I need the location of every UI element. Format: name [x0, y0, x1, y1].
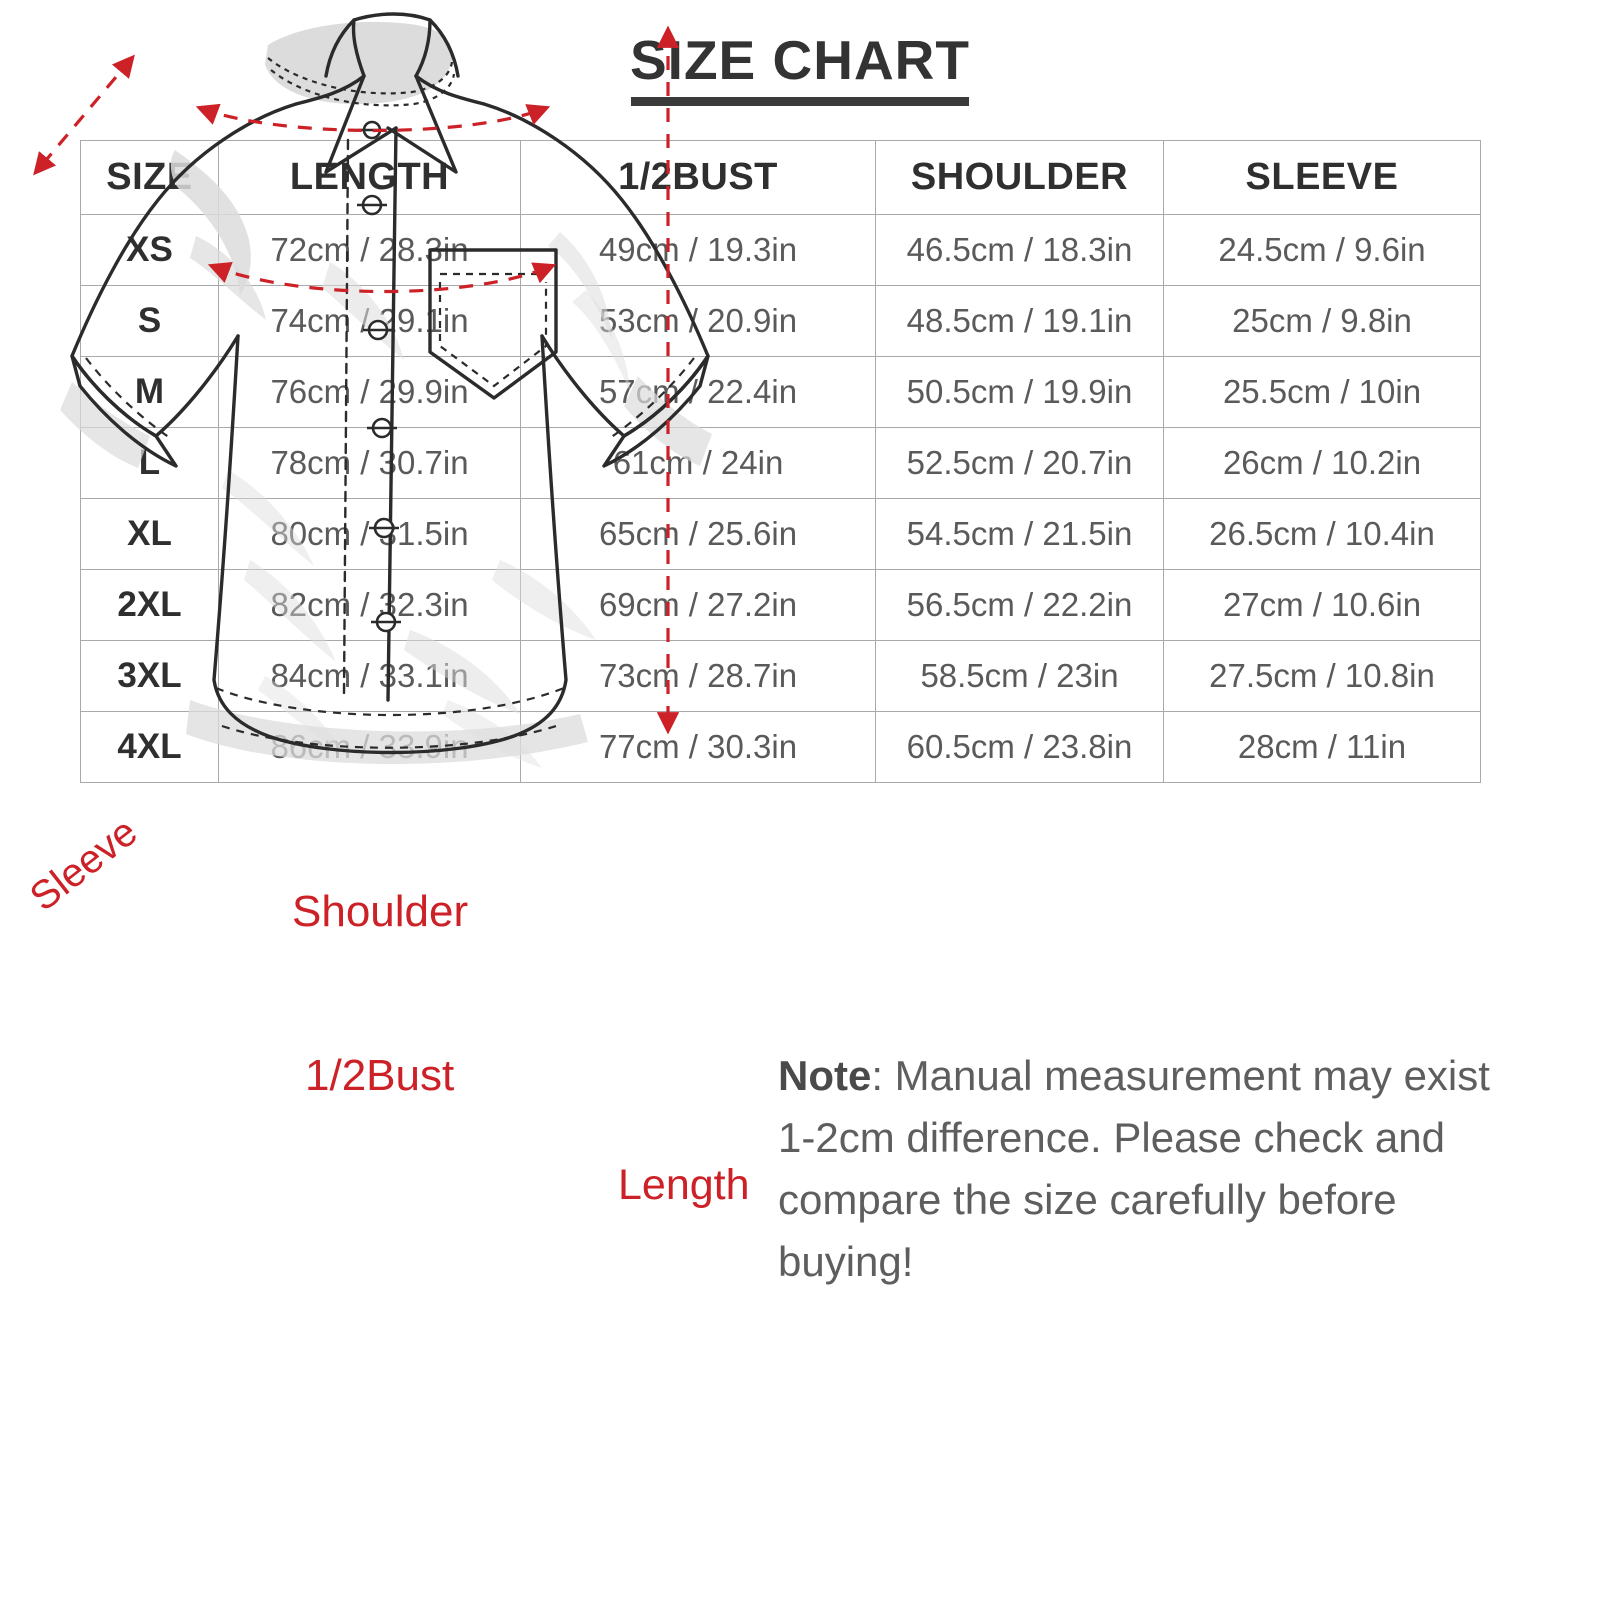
- cell-sleeve: 25.5cm / 10in: [1163, 356, 1481, 428]
- cell-shoulder: 58.5cm / 23in: [875, 640, 1164, 712]
- cell-shoulder: 46.5cm / 18.3in: [875, 214, 1164, 286]
- cell-shoulder: 56.5cm / 22.2in: [875, 569, 1164, 641]
- cell-shoulder: 60.5cm / 23.8in: [875, 711, 1164, 783]
- note-text: : Manual measurement may exist 1-2cm dif…: [778, 1052, 1490, 1285]
- cell-bust: 69cm / 27.2in: [520, 569, 876, 641]
- table-row: XL 80cm / 31.5in 65cm / 25.6in 54.5cm / …: [80, 498, 1481, 570]
- column-header-shoulder: SHOULDER: [875, 140, 1164, 215]
- cell-size: 2XL: [80, 569, 219, 641]
- measurement-annotations: [33, 25, 680, 735]
- sleeve-measure-label: Sleeve: [22, 809, 146, 920]
- cell-shoulder: 54.5cm / 21.5in: [875, 498, 1164, 570]
- cell-sleeve: 24.5cm / 9.6in: [1163, 214, 1481, 286]
- sleeve-stitching: [85, 357, 695, 439]
- note-label: Note: [778, 1052, 872, 1099]
- table-row: 4XL 86cm / 33.9in 77cm / 30.3in 60.5cm /…: [80, 711, 1481, 783]
- bust-measure-label: 1/2Bust: [305, 1051, 455, 1100]
- column-header-sleeve: SLEEVE: [1163, 140, 1481, 215]
- cell-sleeve: 25cm / 9.8in: [1163, 285, 1481, 357]
- cell-shoulder: 50.5cm / 19.9in: [875, 356, 1164, 428]
- cell-length: 78cm / 30.7in: [218, 427, 521, 499]
- cell-shoulder: 52.5cm / 20.7in: [875, 427, 1164, 499]
- cell-size: XL: [80, 498, 219, 570]
- shirt-outline: [70, 12, 710, 755]
- note-block: Note: Manual measurement may exist 1-2cm…: [778, 1045, 1498, 1293]
- cell-shoulder: 48.5cm / 19.1in: [875, 285, 1164, 357]
- cell-length: 80cm / 31.5in: [218, 498, 521, 570]
- cell-length: 76cm / 29.9in: [218, 356, 521, 428]
- table-row: 2XL 82cm / 32.3in 69cm / 27.2in 56.5cm /…: [80, 569, 1481, 641]
- hem-stitching: [215, 686, 565, 749]
- column-header-bust: 1/2BUST: [520, 140, 876, 215]
- page-title: SIZE CHART: [630, 29, 970, 91]
- cell-length: 82cm / 32.3in: [218, 569, 521, 641]
- cell-sleeve: 26cm / 10.2in: [1163, 427, 1481, 499]
- title-underline: [631, 97, 969, 106]
- length-measure-label: Length: [618, 1161, 750, 1209]
- shirt-body-shading: [60, 21, 712, 768]
- shoulder-measure-label: Shoulder: [292, 887, 469, 936]
- cell-sleeve: 26.5cm / 10.4in: [1163, 498, 1481, 570]
- cell-bust: 77cm / 30.3in: [520, 711, 876, 783]
- page-title-block: SIZE CHART: [0, 30, 1600, 106]
- shirt-illustration: [33, 12, 712, 768]
- cell-size: 3XL: [80, 640, 219, 712]
- cell-sleeve: 28cm / 11in: [1163, 711, 1481, 783]
- size-chart-table: SIZE LENGTH 1/2BUST SHOULDER SLEEVE XS 7…: [80, 140, 1481, 783]
- cell-sleeve: 27.5cm / 10.8in: [1163, 640, 1481, 712]
- cell-size: S: [80, 285, 219, 357]
- cell-size: L: [80, 427, 219, 499]
- cell-sleeve: 27cm / 10.6in: [1163, 569, 1481, 641]
